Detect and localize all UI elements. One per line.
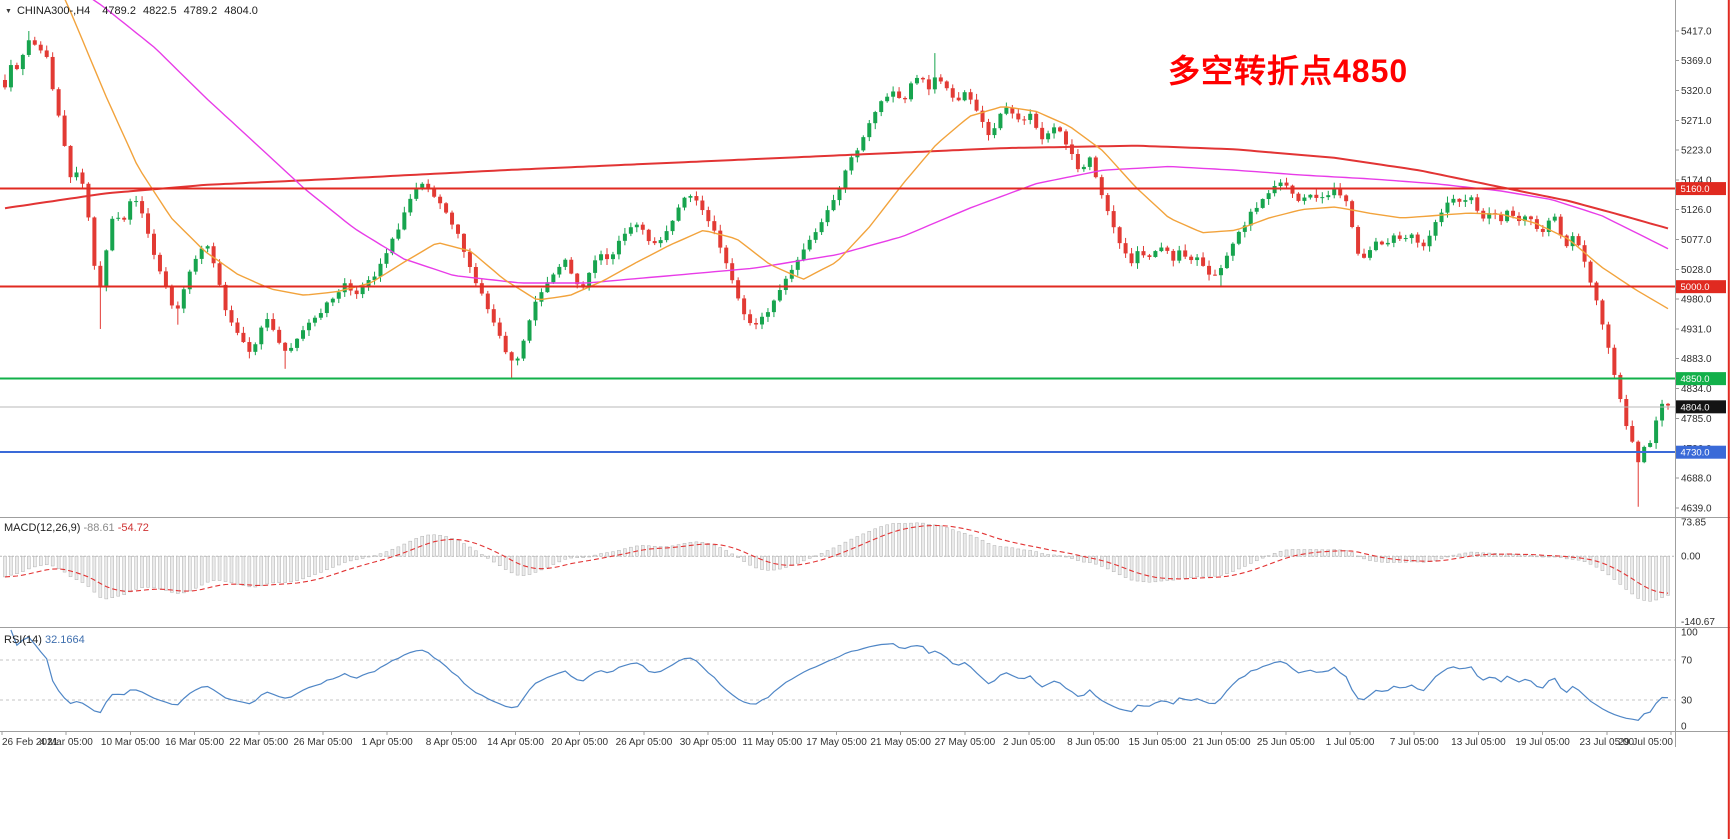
ma-medium-magenta-line — [92, 0, 1669, 284]
price-scale-label[interactable]: 5028.0 — [1681, 265, 1712, 276]
price-scale-label[interactable]: 4883.0 — [1681, 354, 1712, 365]
ma-fast-orange-line — [64, 0, 1669, 310]
date-label[interactable]: 21 May 05:00 — [870, 737, 931, 748]
rsi-scale-label: 100 — [1681, 628, 1698, 639]
svg-text:4730.0: 4730.0 — [1681, 448, 1710, 459]
date-label[interactable]: 14 Apr 05:00 — [487, 737, 544, 748]
close-value: 4804.0 — [224, 5, 258, 17]
macd-scale-label: 73.85 — [1681, 518, 1706, 529]
date-label[interactable]: 8 Apr 05:00 — [426, 737, 478, 748]
price-tag-4850.0: 4850.0 — [1676, 372, 1726, 386]
price-scale-label[interactable]: 5369.0 — [1681, 56, 1712, 67]
date-label[interactable]: 21 Jun 05:00 — [1193, 737, 1251, 748]
date-label[interactable]: 27 May 05:00 — [935, 737, 996, 748]
price-scale-label[interactable]: 5271.0 — [1681, 116, 1712, 127]
price-scale-label[interactable]: 4639.0 — [1681, 503, 1712, 514]
macd-scale-label: -140.67 — [1681, 617, 1715, 628]
macd-histogram — [3, 522, 1670, 602]
macd-scale-label: 0.00 — [1681, 552, 1701, 563]
date-label[interactable]: 8 Jun 05:00 — [1067, 737, 1120, 748]
date-label[interactable]: 17 May 05:00 — [806, 737, 867, 748]
date-label[interactable]: 16 Mar 05:00 — [165, 737, 224, 748]
date-label[interactable]: 19 Jul 05:00 — [1515, 737, 1570, 748]
svg-text:5160.0: 5160.0 — [1681, 184, 1710, 195]
rsi-scale-label: 70 — [1681, 656, 1693, 667]
price-scale-label[interactable]: 5320.0 — [1681, 86, 1712, 97]
date-label[interactable]: 15 Jun 05:00 — [1129, 737, 1187, 748]
svg-text:4804.0: 4804.0 — [1681, 402, 1710, 413]
symbol-timeframe-label: CHINA300-,H4 — [16, 5, 91, 17]
date-label[interactable]: 22 Mar 05:00 — [229, 737, 288, 748]
date-label[interactable]: 26 Mar 05:00 — [293, 737, 352, 748]
date-label[interactable]: 29 Jul 05:00 — [1619, 737, 1674, 748]
svg-text:4850.0: 4850.0 — [1681, 374, 1710, 385]
chart-header: ▼ CHINA300-,H4 4789.2 4822.5 4789.2 4804… — [5, 5, 265, 17]
price-tag-5000.0: 5000.0 — [1676, 280, 1726, 294]
date-label[interactable]: 26 Feb 2021 — [2, 737, 59, 748]
symbol-dropdown-icon[interactable]: ▼ — [5, 7, 12, 15]
candles-layer — [2, 31, 1671, 507]
high-value: 4822.5 — [142, 5, 177, 17]
date-label[interactable]: 20 Apr 05:00 — [551, 737, 608, 748]
price-scale-label[interactable]: 5417.0 — [1681, 27, 1712, 38]
open-value: 4789.2 — [102, 5, 136, 17]
rsi-label: RSI(14) 32.1664 — [4, 634, 85, 646]
price-scale-label[interactable]: 5126.0 — [1681, 205, 1712, 216]
macd-signal-line — [4, 524, 1669, 594]
ma-slow-red-line — [4, 144, 1669, 230]
macd-label: MACD(12,26,9) -88.61 -54.72 — [4, 522, 149, 534]
price-scale-label[interactable]: 5077.0 — [1681, 235, 1712, 246]
date-label[interactable]: 23 Jul 05:00 — [1580, 737, 1635, 748]
date-label[interactable]: 25 Jun 05:00 — [1257, 737, 1315, 748]
date-label[interactable]: 2 Jun 05:00 — [1003, 737, 1056, 748]
date-label[interactable]: 30 Apr 05:00 — [680, 737, 737, 748]
price-scale-label[interactable]: 5223.0 — [1681, 145, 1712, 156]
date-label[interactable]: 10 Mar 05:00 — [101, 737, 160, 748]
low-value: 4789.2 — [183, 5, 218, 17]
date-label[interactable]: 26 Apr 05:00 — [616, 737, 673, 748]
rsi-scale-label: 0 — [1681, 722, 1687, 733]
date-label[interactable]: 4 Mar 05:00 — [40, 737, 94, 748]
price-scale-label[interactable]: 4834.0 — [1681, 384, 1712, 395]
price-scale-label[interactable]: 4980.0 — [1681, 294, 1712, 305]
date-label[interactable]: 7 Jul 05:00 — [1390, 737, 1439, 748]
rsi-scale-label: 30 — [1681, 696, 1693, 707]
price-scale-label[interactable]: 5174.0 — [1681, 175, 1712, 186]
date-label[interactable]: 1 Jul 05:00 — [1326, 737, 1375, 748]
price-scale-label[interactable]: 4785.0 — [1681, 414, 1712, 425]
date-label[interactable]: 1 Apr 05:00 — [362, 737, 414, 748]
date-label[interactable]: 11 May 05:00 — [742, 737, 802, 748]
price-tag-4730.0: 4730.0 — [1676, 445, 1726, 459]
annotation-text: 多空转折点4850 — [1168, 53, 1409, 89]
price-scale-label[interactable]: 4688.0 — [1681, 473, 1712, 484]
price-tag-5160.0: 5160.0 — [1676, 182, 1726, 196]
date-label[interactable]: 13 Jul 05:00 — [1451, 737, 1506, 748]
current-price-tag: 4804.0 — [1676, 400, 1726, 414]
rsi-line — [10, 629, 1669, 721]
price-scale-label[interactable]: 4931.0 — [1681, 324, 1712, 335]
svg-text:5000.0: 5000.0 — [1681, 282, 1710, 293]
